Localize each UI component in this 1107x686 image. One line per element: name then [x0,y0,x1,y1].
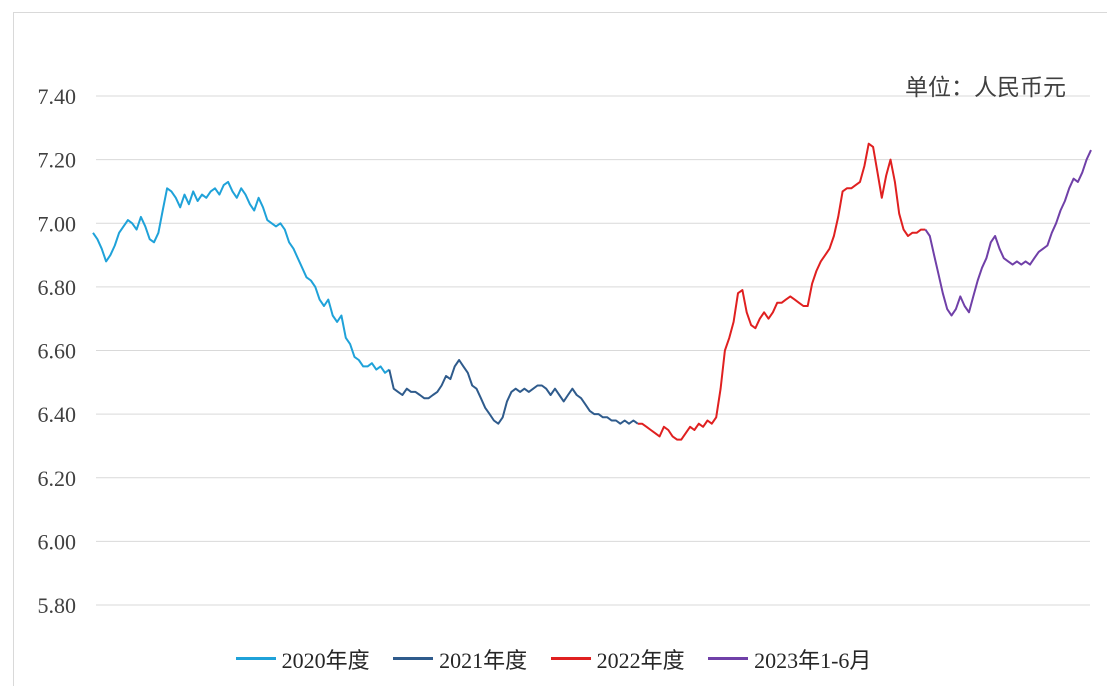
legend-swatch-2022 [550,657,591,660]
series-line-1 [92,180,390,374]
series-line-3 [637,142,926,441]
y-tick-label: 6.60 [38,339,77,364]
y-tick-label: 7.00 [38,211,77,236]
grid-lines [96,95,1090,606]
legend-swatch-2023 [708,657,749,660]
legend-label-2022: 2022年度 [596,647,685,673]
legend-item-2022: 2022年度 [550,643,685,675]
y-tick-label: 6.40 [38,402,77,427]
legend-swatch-2021 [393,657,434,660]
legend-item-2021: 2021年度 [393,643,527,675]
y-tick-label: 7.40 [38,84,77,109]
legend-swatch-2020 [235,657,276,660]
legend-label-2023: 2023年1-6月 [754,647,872,673]
legend-item-2020: 2020年度 [235,643,370,675]
legend-label-2020: 2020年度 [281,647,370,673]
series-line-2 [388,359,639,425]
series-lines [92,142,1092,441]
y-tick-label: 5.80 [38,593,77,618]
series-line-4 [924,149,1092,317]
legend-item-2023: 2023年1-6月 [708,643,871,675]
y-axis-ticks: 7.40 7.20 7.00 6.80 6.60 6.40 6.20 6.00 5.80 [38,84,77,618]
legend-label-2021: 2021年度 [439,647,528,673]
y-tick-label: 6.00 [38,529,77,554]
chart-frame [13,12,1107,686]
legend: 2020年度 2021年度 2022年度 2023年1-6月 [0,640,1107,675]
y-tick-label: 6.80 [38,275,77,300]
y-tick-label: 6.20 [38,466,77,491]
unit-label: 单位：人民币元 [905,75,1066,101]
y-tick-label: 7.20 [38,148,77,173]
